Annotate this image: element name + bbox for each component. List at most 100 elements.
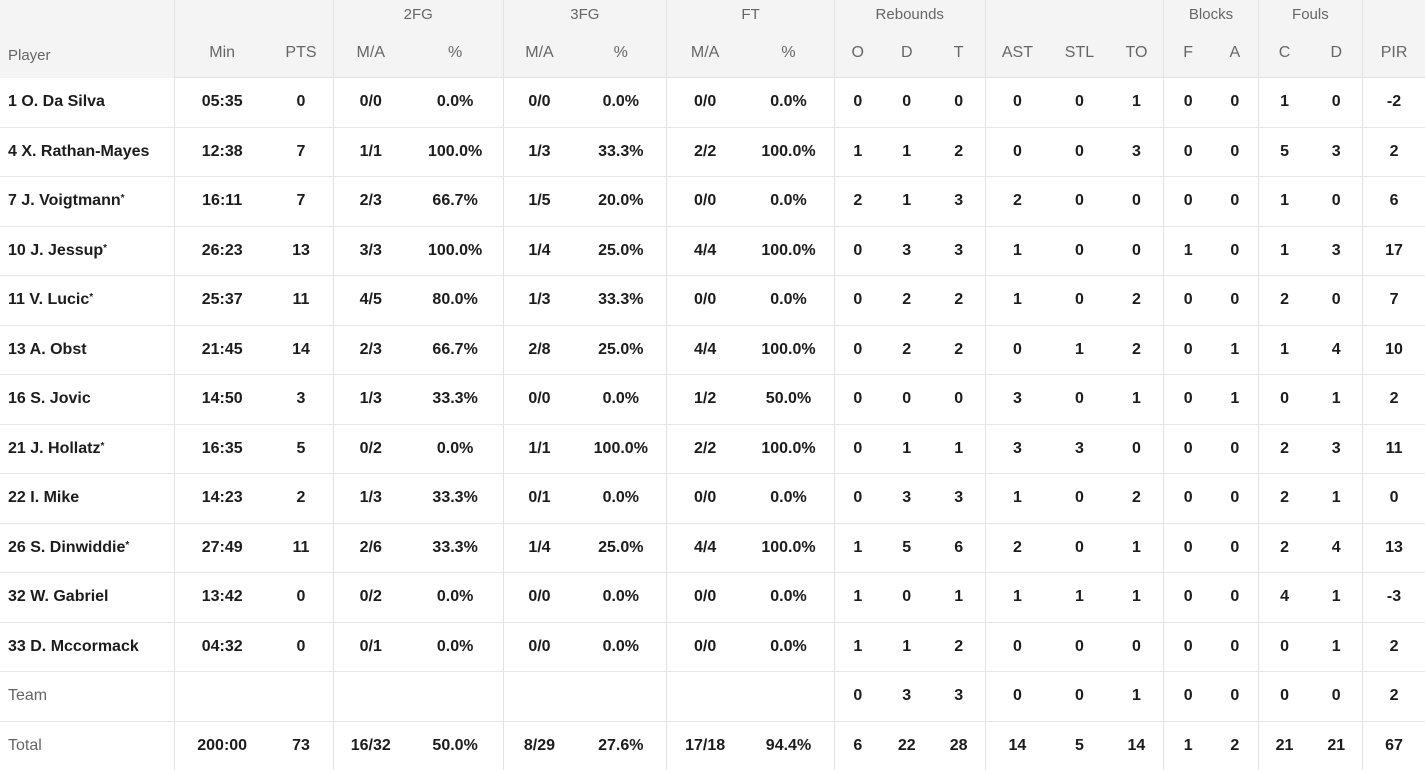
cell-fg3-pct: 0.0% [575,573,666,623]
player-name[interactable]: 16 S. Jovic [8,390,91,407]
cell-min: 13:42 [175,573,269,623]
cell-reb-d: 0 [881,573,933,623]
cell-ft-ma: 0/0 [667,177,743,227]
player-name[interactable]: 33 D. Mccormack [8,638,139,655]
cell-reb-d: 0 [881,375,933,425]
cell-ast: 0 [985,672,1049,722]
column-header-ft-pct[interactable]: % [743,28,834,78]
column-header-blk-f[interactable]: F [1164,28,1212,78]
player-cell[interactable]: 11 V. Lucic* [0,276,175,326]
column-header-3fg-pct[interactable]: % [575,28,666,78]
cell-fg2-pct: 50.0% [408,721,503,770]
cell-pts: 7 [269,177,333,227]
player-name[interactable]: 22 I. Mike [8,489,79,506]
cell-reb-d: 3 [881,474,933,524]
cell-ast: 14 [985,721,1049,770]
cell-to: 14 [1110,721,1164,770]
cell-foul-d: 0 [1310,276,1362,326]
column-header-ft-ma[interactable]: M/A [667,28,743,78]
cell-fg2-pct [408,672,503,722]
group-header-empty [175,0,334,28]
cell-ft-pct: 50.0% [743,375,834,425]
starter-marker: * [89,292,93,303]
player-name[interactable]: 26 S. Dinwiddie [8,539,125,556]
column-header-foul-c[interactable]: C [1258,28,1310,78]
cell-blk-a: 0 [1212,672,1258,722]
player-cell[interactable]: 7 J. Voigtmann* [0,177,175,227]
cell-ft-ma: 0/0 [667,622,743,672]
player-name[interactable]: 7 J. Voigtmann [8,192,121,209]
cell-fg2-pct: 0.0% [408,573,503,623]
column-header-pts[interactable]: PTS [269,28,333,78]
table-header: Player 2FG 3FG FT Rebounds Blocks Fouls … [0,0,1425,78]
column-header-pir[interactable]: PIR [1363,28,1425,78]
cell-reb-d: 2 [881,325,933,375]
column-header-reb-d[interactable]: D [881,28,933,78]
cell-ast: 3 [985,424,1049,474]
cell-fg3-ma: 0/1 [503,474,575,524]
cell-foul-c: 1 [1258,78,1310,128]
cell-reb-t: 3 [933,474,985,524]
player-cell[interactable]: 33 D. Mccormack [0,622,175,672]
player-cell[interactable]: 1 O. Da Silva [0,78,175,128]
cell-fg3-ma: 2/8 [503,325,575,375]
column-header-ast[interactable]: AST [985,28,1049,78]
column-header-min[interactable]: Min [175,28,269,78]
player-cell[interactable]: 32 W. Gabriel [0,573,175,623]
cell-blk-a: 0 [1212,622,1258,672]
cell-foul-d: 4 [1310,523,1362,573]
cell-fg3-pct: 0.0% [575,375,666,425]
cell-pir: 67 [1363,721,1425,770]
column-header-2fg-ma[interactable]: M/A [333,28,407,78]
group-header-empty [1363,0,1425,28]
cell-to: 1 [1110,672,1164,722]
cell-fg2-pct: 80.0% [408,276,503,326]
cell-blk-a: 0 [1212,127,1258,177]
cell-to: 1 [1110,375,1164,425]
player-cell[interactable]: 13 A. Obst [0,325,175,375]
player-name[interactable]: 21 J. Hollatz [8,440,100,457]
group-header-3fg: 3FG [503,0,667,28]
player-cell[interactable]: 22 I. Mike [0,474,175,524]
player-cell[interactable]: 21 J. Hollatz* [0,424,175,474]
column-header-2fg-pct[interactable]: % [408,28,503,78]
player-cell[interactable]: 4 X. Rathan-Mayes [0,127,175,177]
cell-fg3-ma: 1/5 [503,177,575,227]
cell-reb-t: 0 [933,78,985,128]
cell-foul-c: 2 [1258,424,1310,474]
cell-blk-f: 0 [1164,523,1212,573]
cell-ft-pct: 100.0% [743,127,834,177]
player-name[interactable]: 32 W. Gabriel [8,588,108,605]
player-cell[interactable]: 16 S. Jovic [0,375,175,425]
player-name[interactable]: 1 O. Da Silva [8,93,105,110]
cell-reb-o: 6 [834,721,880,770]
player-name[interactable]: 13 A. Obst [8,341,87,358]
player-cell[interactable]: 10 J. Jessup* [0,226,175,276]
column-header-player[interactable]: Player [0,0,175,78]
column-header-foul-d[interactable]: D [1310,28,1362,78]
player-cell[interactable]: 26 S. Dinwiddie* [0,523,175,573]
cell-pts: 11 [269,523,333,573]
cell-pts: 5 [269,424,333,474]
cell-foul-c: 0 [1258,622,1310,672]
column-header-stl[interactable]: STL [1049,28,1109,78]
column-header-reb-o[interactable]: O [834,28,880,78]
cell-pir: -2 [1363,78,1425,128]
player-name[interactable]: 10 J. Jessup [8,242,103,259]
cell-foul-c: 4 [1258,573,1310,623]
cell-ft-ma: 0/0 [667,474,743,524]
player-name[interactable]: 11 V. Lucic [8,291,89,308]
column-header-reb-t[interactable]: T [933,28,985,78]
cell-pir: 2 [1363,672,1425,722]
player-name[interactable]: 4 X. Rathan-Mayes [8,143,149,160]
column-header-to[interactable]: TO [1110,28,1164,78]
cell-min: 27:49 [175,523,269,573]
cell-foul-c: 0 [1258,375,1310,425]
cell-to: 0 [1110,226,1164,276]
column-header-3fg-ma[interactable]: M/A [503,28,575,78]
cell-ft-pct: 0.0% [743,78,834,128]
cell-pir: 2 [1363,622,1425,672]
column-header-blk-a[interactable]: A [1212,28,1258,78]
